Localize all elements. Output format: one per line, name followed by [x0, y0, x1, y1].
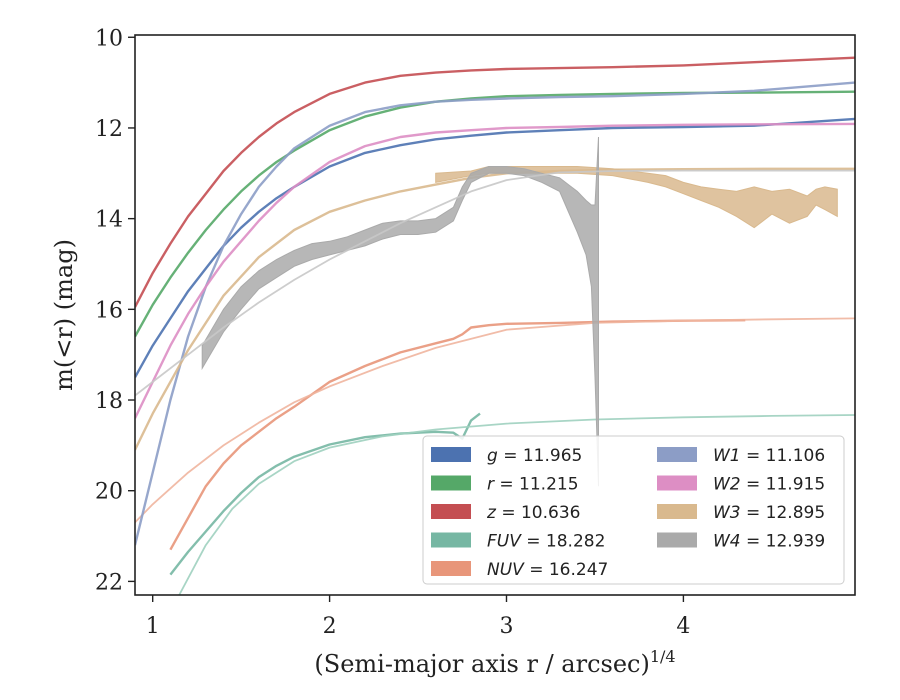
x-tick-label: 3	[499, 614, 513, 639]
x-axis-label: (Semi-major axis r / arcsec)1/4	[314, 647, 675, 678]
series-line-nuv	[169, 319, 746, 551]
y-tick-label: 14	[95, 208, 123, 233]
series-line-g	[135, 117, 855, 378]
x-axis-label-text: (Semi-major axis r / arcsec)	[314, 650, 649, 678]
plot-area	[135, 56, 855, 595]
x-tick-label: 1	[146, 614, 160, 639]
x-tick-label: 2	[323, 614, 337, 639]
legend-entry-label: r = 11.215	[487, 475, 579, 495]
legend-swatch	[657, 532, 697, 548]
series-group	[135, 56, 855, 595]
series-line-nuv-model	[135, 317, 855, 524]
x-axis-label-exponent: 1/4	[650, 647, 676, 666]
series-band-w3-data	[435, 166, 838, 229]
x-tick-label: 4	[676, 614, 690, 639]
y-tick-label: 10	[95, 26, 123, 51]
legend-swatch	[657, 447, 697, 462]
y-tick-label: 22	[95, 570, 123, 595]
series-line-w2	[135, 122, 855, 419]
legend-entry-label: NUV = 16.247	[487, 560, 608, 580]
legend-entry-label: g = 11.965	[487, 446, 582, 466]
legend-entry-label: FUV = 18.282	[487, 532, 605, 552]
legend: g = 11.965 r = 11.215 z = 10.636 FUV = 18.2…	[422, 435, 845, 585]
legend-entry-label: z = 10.636	[486, 503, 580, 523]
y-tick-label: 20	[95, 480, 123, 505]
y-axis-label: m(<r) (mag)	[50, 239, 78, 391]
legend-entry-label: W2 = 11.915	[713, 475, 825, 495]
y-tick-label: 16	[95, 298, 123, 323]
series-line-fuv-model	[178, 414, 855, 595]
axes-frame	[134, 34, 856, 596]
legend-swatch	[657, 475, 697, 491]
legend-box	[422, 435, 845, 585]
legend-entry-label: W4 = 12.939	[713, 532, 825, 552]
legend-entry-label: W1 = 11.106	[713, 446, 825, 466]
legend-swatch	[431, 532, 471, 548]
legend-entry-label: W3 = 12.895	[713, 503, 825, 523]
series-line-w1	[135, 81, 855, 546]
legend-swatch	[657, 504, 697, 519]
series-line-w4-model	[135, 169, 855, 397]
legend-swatch	[431, 447, 471, 462]
series-line-w3	[135, 167, 855, 451]
y-tick-label: 18	[95, 389, 123, 414]
y-tick-label: 12	[95, 117, 123, 142]
legend-swatch	[431, 504, 471, 519]
legend-swatch	[431, 561, 471, 576]
legend-swatch	[431, 475, 471, 491]
series-line-z	[135, 56, 855, 308]
series-line-r	[135, 90, 855, 338]
